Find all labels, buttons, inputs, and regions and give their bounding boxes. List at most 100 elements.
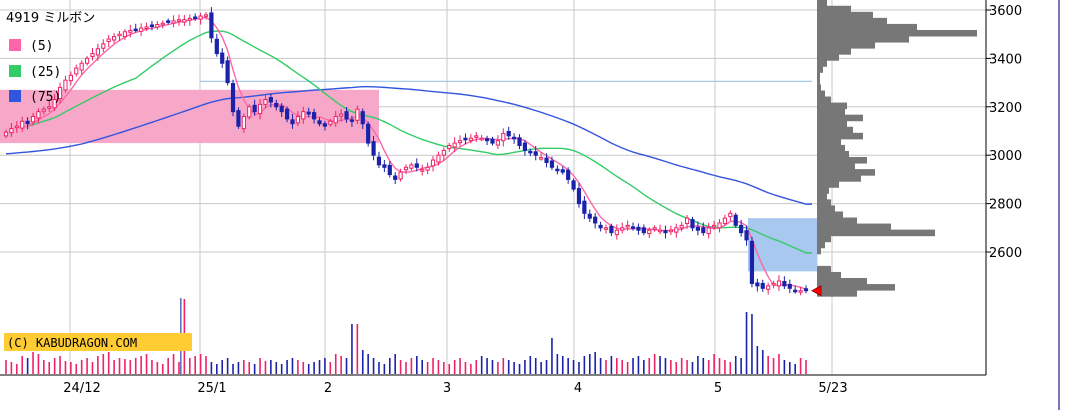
volume-bar-79 [432, 358, 434, 374]
volume-bar-73 [399, 360, 402, 374]
volume-bar-42 [232, 364, 234, 374]
volume-bar-132 [718, 358, 721, 374]
candle-body [620, 227, 625, 231]
candle-body [701, 227, 706, 234]
volume-bar-115 [626, 362, 629, 374]
candle-body [495, 140, 500, 146]
volume-bar-49 [270, 360, 272, 374]
candle-body [209, 12, 214, 39]
volume-bar-119 [648, 358, 651, 374]
volume-bar-31 [172, 354, 175, 374]
volume-bar-109 [594, 352, 596, 374]
volume-bar-11 [64, 361, 67, 374]
volume-bar-90 [491, 360, 494, 374]
candle-94 [512, 133, 517, 144]
candle-47 [257, 99, 263, 120]
candle-body [20, 120, 25, 129]
volume-bar-64 [351, 324, 353, 374]
candle-body [263, 99, 268, 105]
candle-body [614, 229, 619, 236]
candle-body [36, 111, 41, 119]
volume-bar-1 [10, 362, 13, 374]
volume-bar-61 [334, 354, 337, 374]
volume-profile-bar-36 [817, 72, 820, 79]
candle-110 [598, 221, 603, 232]
candle-112 [609, 223, 614, 237]
volume-bar-138 [751, 314, 753, 374]
candle-106 [576, 183, 582, 208]
candle-105 [571, 178, 576, 192]
volume-profile-bar-19 [817, 175, 861, 182]
candle-102 [555, 165, 560, 175]
candle-12 [68, 71, 73, 86]
volume-bar-81 [443, 362, 445, 374]
candle-body [566, 169, 571, 180]
candle-body [647, 229, 652, 235]
candle-body [528, 150, 533, 154]
volume-bar-101 [551, 338, 553, 374]
candle-body [52, 99, 57, 109]
volume-bar-68 [372, 358, 375, 374]
candle-body [593, 216, 598, 224]
x-axis-ticks: 24/12 25/1 2 3 4 5 5/23 [63, 381, 847, 396]
candle-body [776, 280, 782, 287]
volume-bar-114 [621, 360, 624, 374]
candle-101 [549, 156, 555, 171]
volume-bar-21 [118, 358, 121, 374]
candle-body [274, 102, 279, 108]
volume-bar-125 [680, 358, 683, 374]
candle-10 [57, 82, 63, 104]
volume-bar-37 [205, 356, 207, 374]
candle-body [690, 219, 695, 229]
candle-28 [155, 21, 160, 30]
candle-body [122, 31, 128, 38]
candle-55 [301, 106, 306, 124]
candle-37 [203, 12, 209, 20]
candle-body [284, 108, 290, 120]
candle-body [695, 226, 700, 231]
volume-profile-bar-47 [817, 5, 851, 13]
volume-profile-bar-11 [817, 223, 891, 231]
candle-body [409, 164, 414, 169]
candle-132 [717, 219, 722, 233]
candle-73 [398, 168, 403, 182]
ma25-line [27, 30, 812, 254]
candle-26 [144, 22, 149, 32]
volume-bar-7 [43, 360, 45, 374]
candle-80 [436, 151, 441, 166]
volume-bar-136 [740, 358, 742, 374]
candle-body [744, 230, 749, 241]
candle-124 [674, 223, 679, 238]
copyright-text: (C) KABUDRAGON.COM [7, 336, 137, 350]
volume-bar-100 [545, 360, 548, 374]
volume-bar-52 [286, 360, 288, 374]
volume-profile-bar-40 [817, 48, 851, 55]
volume-bar-104 [567, 358, 569, 374]
candle-body [101, 43, 106, 49]
legend-label-ma25: (25) [30, 65, 61, 80]
volume-bar-41 [226, 358, 229, 374]
candle-32 [176, 14, 182, 26]
volume-bar-75 [410, 358, 413, 374]
candle-130 [706, 222, 711, 239]
volume-profile-bar-27 [817, 126, 853, 134]
candle-body [382, 164, 387, 168]
candle-89 [484, 135, 490, 146]
candle-body [333, 115, 338, 124]
candle-body [344, 111, 349, 120]
volume-bar-10 [59, 356, 61, 374]
candle-body [749, 240, 755, 284]
candle-body [787, 283, 792, 289]
volume-bar-93 [507, 360, 510, 374]
candle-body [447, 145, 452, 149]
volume-bar-72 [394, 354, 396, 374]
y-tick-label-2: 3200 [989, 101, 1022, 116]
volume-profile-bar-20 [817, 169, 875, 176]
candle-109 [593, 213, 598, 229]
volume-profile-bar-41 [817, 42, 875, 49]
volume-bar-17 [97, 356, 99, 374]
volume-bar-94 [513, 362, 515, 374]
candle-body [452, 142, 457, 148]
candle-body [117, 33, 122, 37]
x-tick-label-5: 5 [714, 381, 722, 396]
